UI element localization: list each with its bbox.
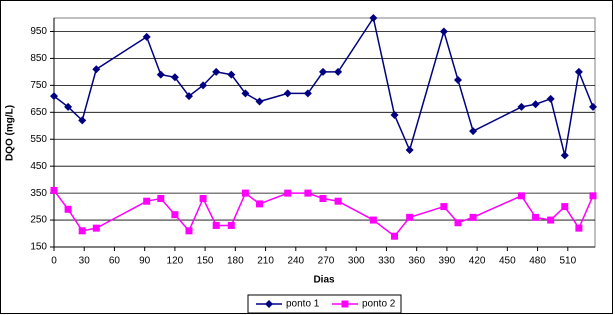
x-tick-label: 300 (348, 256, 365, 267)
y-tick-label: 650 (30, 107, 47, 118)
marker (171, 211, 179, 219)
y-tick-label: 950 (30, 26, 47, 37)
marker (334, 67, 343, 76)
marker (50, 92, 58, 101)
marker (212, 221, 220, 229)
marker (469, 213, 477, 221)
x-tick-label: 0 (51, 256, 57, 267)
marker (78, 116, 87, 125)
x-tick-label: 60 (109, 256, 121, 267)
marker (50, 186, 58, 194)
y-tick-label: 750 (30, 80, 47, 91)
legend-label: ponto 2 (362, 299, 396, 310)
x-tick-label: 480 (529, 256, 546, 267)
marker (256, 200, 264, 208)
y-tick-label: 150 (30, 242, 47, 253)
marker (531, 100, 540, 109)
marker (78, 227, 86, 235)
marker (575, 224, 583, 232)
legend-box (247, 294, 402, 314)
marker (143, 197, 151, 205)
marker (547, 216, 555, 224)
legend-label: ponto 1 (286, 299, 320, 310)
marker (241, 89, 250, 98)
x-axis-label: Dias (313, 275, 335, 286)
marker (517, 102, 526, 111)
marker (255, 97, 264, 106)
x-tick-label: 90 (139, 256, 151, 267)
marker (92, 65, 101, 74)
y-axis-label: DQO (mg/L) (5, 105, 16, 161)
marker (212, 67, 221, 76)
marker (453, 75, 462, 84)
legend-marker (341, 300, 349, 308)
marker (303, 89, 312, 98)
marker (391, 232, 399, 240)
x-tick-label: 420 (469, 256, 486, 267)
marker (369, 14, 378, 22)
x-tick-label: 150 (197, 256, 214, 267)
marker (574, 67, 583, 76)
marker (440, 203, 448, 211)
marker (589, 192, 597, 200)
marker (142, 32, 151, 41)
plot-area (53, 17, 596, 248)
x-tick-label: 180 (227, 256, 244, 267)
legend-marker (265, 300, 273, 308)
x-tick-label: 30 (79, 256, 91, 267)
y-tick-label: 550 (30, 134, 47, 145)
marker (334, 197, 342, 205)
marker (560, 151, 569, 160)
x-tick-label: 210 (257, 256, 274, 267)
marker (284, 189, 292, 197)
x-tick-label: 510 (559, 256, 576, 267)
x-tick-label: 240 (287, 256, 304, 267)
x-tick-label: 120 (167, 256, 184, 267)
marker (170, 73, 179, 82)
marker (184, 92, 193, 101)
marker (227, 70, 236, 79)
y-tick-label: 350 (30, 188, 47, 199)
marker (469, 127, 478, 136)
x-tick-label: 270 (318, 256, 335, 267)
marker (283, 89, 292, 98)
x-tick-label: 330 (378, 256, 395, 267)
x-tick-label: 450 (499, 256, 516, 267)
marker (199, 81, 208, 90)
marker (454, 219, 462, 227)
marker (588, 102, 597, 111)
marker (390, 110, 399, 119)
x-tick-label: 390 (439, 256, 456, 267)
marker (157, 195, 165, 203)
marker (64, 102, 73, 111)
marker (304, 189, 312, 197)
marker (185, 227, 193, 235)
y-tick-label: 850 (30, 53, 47, 64)
marker (561, 203, 569, 211)
marker (406, 213, 414, 221)
marker (439, 27, 448, 36)
y-tick-label: 250 (30, 215, 47, 226)
marker (318, 67, 327, 76)
marker (369, 216, 377, 224)
marker (319, 195, 327, 203)
marker (546, 94, 555, 103)
marker (156, 70, 165, 79)
marker (405, 146, 414, 155)
marker (64, 205, 72, 213)
x-tick-label: 360 (408, 256, 425, 267)
marker (92, 224, 100, 232)
marker (517, 192, 525, 200)
marker (199, 195, 207, 203)
marker (532, 213, 540, 221)
marker (241, 189, 249, 197)
y-tick-label: 450 (30, 161, 47, 172)
marker (227, 221, 235, 229)
